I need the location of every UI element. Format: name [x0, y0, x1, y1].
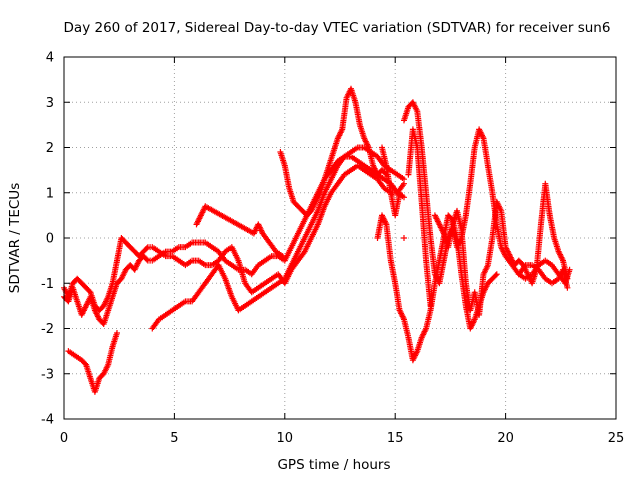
- chart-title: Day 260 of 2017, Sidereal Day-to-day VTE…: [64, 20, 611, 36]
- point-markers: [379, 99, 573, 287]
- series-track-e: [193, 85, 390, 260]
- point-markers: [374, 212, 500, 364]
- y-tick-label: -2: [41, 322, 54, 337]
- x-tick-label: 15: [387, 431, 404, 446]
- series-track-g: [379, 99, 573, 287]
- series-track-i: [515, 262, 571, 291]
- y-tick-labels: -4 -3 -2 -1 0 1 2 3 4: [41, 51, 54, 428]
- x-tick-label: 0: [60, 431, 68, 446]
- x-tick-label: 10: [277, 431, 294, 446]
- y-tick-label: 3: [46, 96, 54, 111]
- y-tick-label: 4: [46, 51, 54, 66]
- point-markers: [515, 262, 571, 291]
- y-tick-label: -3: [41, 367, 54, 382]
- y-tick-label: -1: [41, 277, 54, 292]
- x-tick-label: 25: [608, 431, 625, 446]
- x-tick-labels: 0 5 10 15 20 25: [60, 431, 624, 446]
- y-tick-label: 0: [46, 232, 54, 247]
- grid-lines: [64, 57, 616, 419]
- axis-ticks: [63, 56, 617, 420]
- y-axis-label: SDTVAR / TECUs: [7, 183, 23, 293]
- series-track-f: [374, 212, 500, 364]
- point-markers: [401, 126, 571, 318]
- y-tick-label: 1: [46, 186, 54, 201]
- y-tick-label: -4: [41, 413, 54, 428]
- x-tick-label: 20: [497, 431, 514, 446]
- series-track-h: [401, 126, 571, 318]
- data-points: [61, 85, 573, 395]
- y-tick-label: 2: [46, 141, 54, 156]
- x-tick-label: 5: [170, 431, 178, 446]
- point-markers: [65, 330, 120, 395]
- x-axis-label: GPS time / hours: [277, 457, 390, 473]
- series-track-d: [65, 330, 120, 395]
- point-markers: [193, 85, 390, 260]
